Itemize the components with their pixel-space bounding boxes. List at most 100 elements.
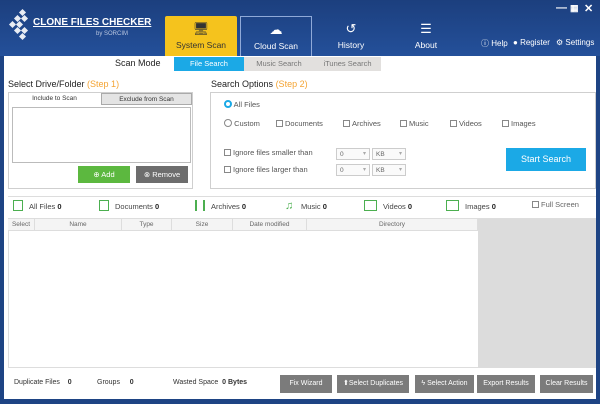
wasted-space-stat: Wasted Space 0 Bytes (173, 379, 247, 386)
tab-exclude[interactable]: Exclude from Scan (101, 93, 192, 105)
groups-value: 0 (129, 379, 134, 386)
category-archives[interactable]: Archives 0 (195, 200, 246, 211)
col-type[interactable]: Type (122, 219, 172, 231)
clear-results-button[interactable]: Clear Results (540, 375, 593, 393)
ignore-smaller-checkbox[interactable]: Ignore files smaller than (224, 148, 313, 157)
monitor-search-icon: 🖥 (192, 21, 210, 36)
smaller-size-select[interactable]: 0 ▾ (336, 148, 370, 160)
videos-checkbox[interactable]: Videos (450, 119, 482, 128)
tab-label: Cloud Scan (254, 41, 298, 51)
minimize-button[interactable]: — (556, 2, 567, 14)
custom-label: Custom (234, 119, 260, 128)
table-header (8, 219, 478, 231)
add-label: Add (101, 170, 115, 179)
groups-label: Groups (97, 379, 120, 386)
drive-title-text: Select Drive/Folder (8, 79, 85, 89)
custom-radio[interactable]: Custom (224, 119, 260, 128)
settings-link[interactable]: ⚙ Settings (556, 38, 594, 47)
value: KB (376, 167, 385, 174)
images-icon (446, 200, 459, 211)
tab-label: About (414, 40, 438, 50)
export-results-button[interactable]: Export Results (477, 375, 535, 393)
history-icon: ↺ (345, 21, 357, 36)
documents-label: Documents (285, 119, 323, 128)
cat-label: Documents (115, 202, 153, 211)
category-images[interactable]: Images 0 (446, 200, 496, 211)
start-search-button[interactable]: Start Search (506, 148, 586, 171)
options-panel (210, 92, 596, 189)
cat-count: 0 (322, 202, 327, 211)
category-documents[interactable]: Documents 0 (99, 200, 159, 211)
images-checkbox[interactable]: Images (502, 119, 536, 128)
close-button[interactable]: ✕ (584, 3, 594, 15)
cat-label: Archives (211, 202, 240, 211)
results-table[interactable] (8, 231, 478, 368)
col-name[interactable]: Name (35, 219, 122, 231)
label: Select Action (427, 380, 468, 387)
folder-list[interactable] (12, 107, 191, 163)
full-screen-label: Full Screen (541, 200, 579, 209)
col-select[interactable]: Select (8, 219, 35, 231)
col-directory[interactable]: Directory (307, 219, 478, 231)
cat-count: 0 (155, 202, 160, 211)
help-link[interactable]: ⓘ Help (481, 38, 508, 49)
file-search-button[interactable]: File Search (174, 57, 244, 71)
ignore-larger-label: Ignore files larger than (233, 165, 308, 174)
lightning-icon: ϟ (421, 380, 426, 387)
col-date-modified[interactable]: Date modified (233, 219, 307, 231)
chevron-down-icon: ▾ (398, 151, 402, 157)
chevron-down-icon: ▾ (362, 167, 366, 173)
tab-include[interactable]: Include to Scan (9, 93, 100, 105)
cat-count: 0 (57, 202, 62, 211)
category-videos[interactable]: Videos 0 (364, 200, 412, 211)
cloud-search-icon: ☁ (269, 22, 283, 37)
tab-system-scan[interactable]: 🖥 System Scan (165, 16, 237, 56)
maximize-button[interactable]: ▦ (570, 3, 579, 13)
cat-count: 0 (491, 202, 496, 211)
fix-wizard-button[interactable]: Fix Wizard (280, 375, 332, 393)
value: 0 (340, 167, 344, 174)
header: CLONE FILES CHECKER by SORCIM 🖥 System Sc… (0, 0, 600, 56)
wasted-value: 0 Bytes (222, 379, 248, 386)
music-search-button[interactable]: Music Search (244, 57, 314, 71)
preview-panel (478, 219, 596, 368)
info-icon: ⓘ (481, 39, 489, 48)
radio-icon (224, 119, 232, 127)
itunes-search-button[interactable]: iTunes Search (314, 57, 381, 71)
add-button[interactable]: ⊕ Add (78, 166, 130, 183)
documents-checkbox[interactable]: Documents (276, 119, 323, 128)
remove-button[interactable]: ⊗ Remove (136, 166, 188, 183)
full-screen-checkbox[interactable]: Full Screen (532, 200, 579, 209)
smaller-unit-select[interactable]: KB ▾ (372, 148, 406, 160)
ignore-larger-checkbox[interactable]: Ignore files larger than (224, 165, 308, 174)
archives-label: Archives (352, 119, 381, 128)
tab-history[interactable]: ↺ History (315, 16, 387, 56)
step-2: (Step 2) (275, 79, 308, 89)
dup-label: Duplicate Files (14, 379, 60, 386)
videos-label: Videos (459, 119, 482, 128)
archives-checkbox[interactable]: Archives (343, 119, 381, 128)
select-action-button[interactable]: ϟ Select Action (415, 375, 474, 393)
larger-unit-select[interactable]: KB ▾ (372, 164, 406, 176)
videos-icon (364, 200, 377, 211)
music-checkbox[interactable]: Music (400, 119, 429, 128)
all-files-radio[interactable]: All Files (224, 100, 260, 109)
category-all-files[interactable]: All Files 0 (13, 200, 62, 211)
images-label: Images (511, 119, 536, 128)
tab-cloud-scan[interactable]: ☁ Cloud Scan (240, 16, 312, 56)
register-link[interactable]: ● Register (513, 38, 550, 47)
tab-label: System Scan (175, 40, 227, 50)
category-music[interactable]: ♫ Music 0 (285, 200, 327, 212)
cat-label: Videos (383, 202, 406, 211)
tab-about[interactable]: ☰ About (390, 16, 462, 56)
col-size[interactable]: Size (172, 219, 233, 231)
select-duplicates-button[interactable]: ⬆Select Duplicates (337, 375, 409, 393)
chevron-down-icon: ▾ (398, 167, 402, 173)
drive-title: Select Drive/Folder (Step 1) (8, 79, 119, 89)
remove-label: Remove (152, 170, 181, 179)
music-label: Music (409, 119, 429, 128)
help-label: Help (491, 39, 508, 48)
value: KB (376, 151, 385, 158)
cat-label: Music (301, 202, 321, 211)
larger-size-select[interactable]: 0 ▾ (336, 164, 370, 176)
